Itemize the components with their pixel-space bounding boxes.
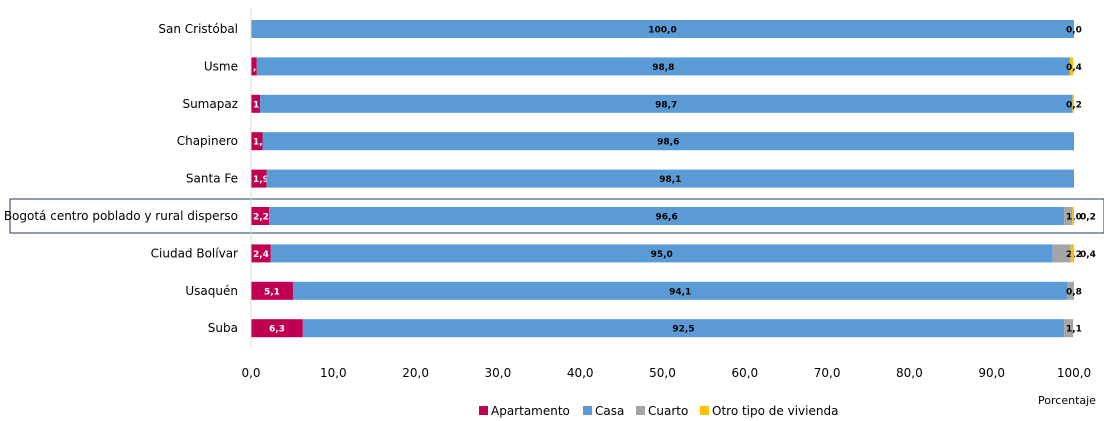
legend-swatch bbox=[583, 406, 592, 415]
data-label: 0,2 bbox=[1066, 100, 1082, 110]
category-label: Sumapaz bbox=[182, 97, 238, 111]
data-label: 0,8 bbox=[1066, 287, 1082, 297]
bar-segment-casa bbox=[256, 57, 1070, 76]
x-tick-label: 50,0 bbox=[649, 366, 676, 380]
data-label: 96,6 bbox=[656, 213, 678, 223]
x-tick-label: 40,0 bbox=[567, 366, 594, 380]
data-label: 94,1 bbox=[669, 287, 691, 297]
category-label: Ciudad Bolívar bbox=[151, 246, 238, 260]
bar-segment-apartamento bbox=[251, 94, 261, 113]
legend-label: Casa bbox=[595, 404, 624, 418]
bar-segment-cuarto bbox=[1052, 244, 1071, 263]
bar-segment-otro-tipo-de-vivienda bbox=[1069, 57, 1074, 76]
category-label: Chapinero bbox=[177, 134, 238, 148]
x-tick-label: 90,0 bbox=[978, 366, 1005, 380]
bar-segment-casa bbox=[292, 281, 1068, 300]
bar-segment-apartamento bbox=[251, 57, 257, 76]
data-label: 0,2 bbox=[1080, 213, 1096, 223]
x-tick-label: 30,0 bbox=[485, 366, 512, 380]
bar-segment-apartamento bbox=[251, 169, 267, 188]
legend-swatch bbox=[479, 406, 488, 415]
x-tick-label: 10,0 bbox=[320, 366, 347, 380]
bar-segment-apartamento bbox=[251, 319, 303, 338]
data-label: 92,5 bbox=[672, 325, 694, 335]
x-tick-label: 100,0 bbox=[1057, 366, 1091, 380]
data-label: 2,2 bbox=[253, 213, 269, 223]
x-tick-label: 70,0 bbox=[814, 366, 841, 380]
category-label: Usaquén bbox=[185, 284, 238, 298]
category-label: Usme bbox=[204, 59, 238, 73]
data-label: 100,0 bbox=[648, 26, 676, 36]
bar-segment-casa bbox=[260, 94, 1073, 113]
x-axis-title: Porcentaje bbox=[1038, 394, 1096, 407]
legend-item: Cuarto bbox=[636, 404, 688, 418]
bar-segment-casa bbox=[251, 20, 1074, 38]
x-tick-label: 80,0 bbox=[896, 366, 923, 380]
data-label: 2,4 bbox=[253, 250, 269, 260]
bar-segment-apartamento bbox=[251, 207, 270, 225]
legend-item: Casa bbox=[583, 404, 624, 418]
bar-segment-apartamento bbox=[251, 281, 293, 300]
bar-segment-apartamento bbox=[251, 132, 263, 151]
legend-label: Apartamento bbox=[491, 404, 570, 418]
bar-segment-cuarto bbox=[1064, 207, 1073, 225]
x-tick-label: 0,0 bbox=[241, 366, 260, 380]
bar-segment-cuarto bbox=[1064, 319, 1074, 338]
data-label: 1,1 bbox=[1066, 325, 1082, 335]
bar-segment-casa bbox=[269, 207, 1065, 225]
data-label: 98,6 bbox=[657, 138, 679, 148]
data-label: 0,4 bbox=[1066, 63, 1082, 73]
data-label: 98,1 bbox=[659, 175, 681, 185]
bar-segment-apartamento bbox=[251, 244, 271, 263]
data-label: 6,3 bbox=[269, 325, 285, 335]
bar-segment-casa bbox=[262, 132, 1075, 151]
data-label: 0,0 bbox=[1066, 26, 1082, 36]
bar-segment-cuarto bbox=[1067, 281, 1074, 300]
legend-swatch bbox=[700, 406, 709, 415]
category-label: Bogotá centro poblado y rural disperso bbox=[4, 209, 238, 223]
data-label: 1,4 bbox=[253, 138, 269, 148]
data-label: 0,4 bbox=[1080, 250, 1096, 260]
data-label: 1,9 bbox=[253, 175, 269, 185]
x-tick-label: 60,0 bbox=[731, 366, 758, 380]
legend-label: Cuarto bbox=[648, 404, 688, 418]
data-label: 98,8 bbox=[652, 63, 674, 73]
bar-segment-casa bbox=[266, 169, 1075, 188]
category-label: Suba bbox=[208, 321, 238, 335]
legend-item: Apartamento bbox=[479, 404, 570, 418]
bar-segment-otro-tipo-de-vivienda bbox=[1072, 207, 1074, 225]
data-label: 5,1 bbox=[264, 287, 280, 297]
data-label: 98,7 bbox=[655, 100, 677, 110]
x-tick-label: 20,0 bbox=[402, 366, 429, 380]
bar-segment-otro-tipo-de-vivienda bbox=[1070, 244, 1074, 263]
bar-segment-casa bbox=[302, 319, 1065, 338]
bar-segment-casa bbox=[270, 244, 1053, 263]
legend-label: Otro tipo de vivienda bbox=[712, 404, 838, 418]
highlight-box bbox=[9, 198, 1104, 234]
legend-item: Otro tipo de vivienda bbox=[700, 404, 838, 418]
category-label: San Cristóbal bbox=[158, 22, 238, 36]
category-label: Santa Fe bbox=[186, 172, 238, 186]
legend-swatch bbox=[636, 406, 645, 415]
bar-segment-otro-tipo-de-vivienda bbox=[1072, 94, 1074, 113]
data-label: 95,0 bbox=[651, 250, 673, 260]
